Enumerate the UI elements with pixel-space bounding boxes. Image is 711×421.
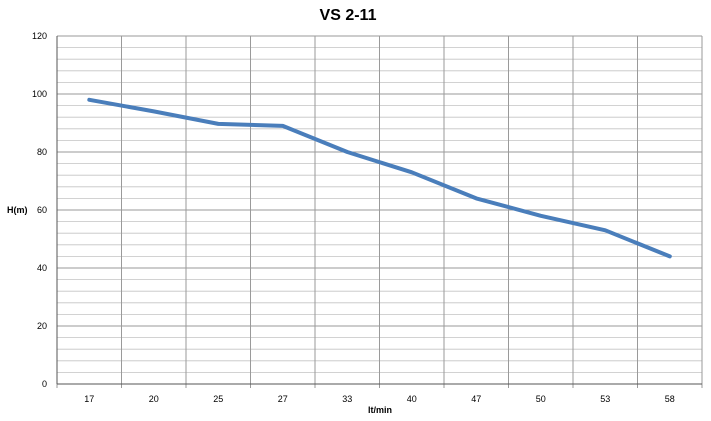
x-tick-label: 20 (149, 394, 159, 404)
x-tick-label: 33 (342, 394, 352, 404)
x-axis-ticks: 17 20 25 27 33 40 47 50 53 58 (84, 394, 675, 404)
x-tick-label: 27 (278, 394, 288, 404)
y-tick-label: 0 (42, 379, 47, 389)
series-line (87, 97, 672, 259)
x-tick-label: 53 (600, 394, 610, 404)
x-tick-label: 47 (471, 394, 481, 404)
x-axis-label: lt/min (368, 405, 392, 415)
x-tick-label: 25 (213, 394, 223, 404)
y-tick-label: 40 (37, 263, 47, 273)
y-tick-label: 80 (37, 147, 47, 157)
y-tick-label: 60 (37, 205, 47, 215)
chart-series (87, 97, 672, 259)
x-tick-label: 58 (665, 394, 675, 404)
x-tick-label: 40 (407, 394, 417, 404)
y-tick-label: 120 (32, 31, 47, 41)
y-axis-label: H(m) (7, 205, 28, 215)
chart-title: VS 2-11 (320, 7, 377, 24)
y-tick-label: 100 (32, 89, 47, 99)
y-axis-ticks: 0 20 40 60 80 100 120 (32, 31, 47, 389)
x-tick-label: 50 (536, 394, 546, 404)
chart-grid (56, 35, 703, 388)
x-tick-label: 17 (84, 394, 94, 404)
y-tick-label: 20 (37, 321, 47, 331)
